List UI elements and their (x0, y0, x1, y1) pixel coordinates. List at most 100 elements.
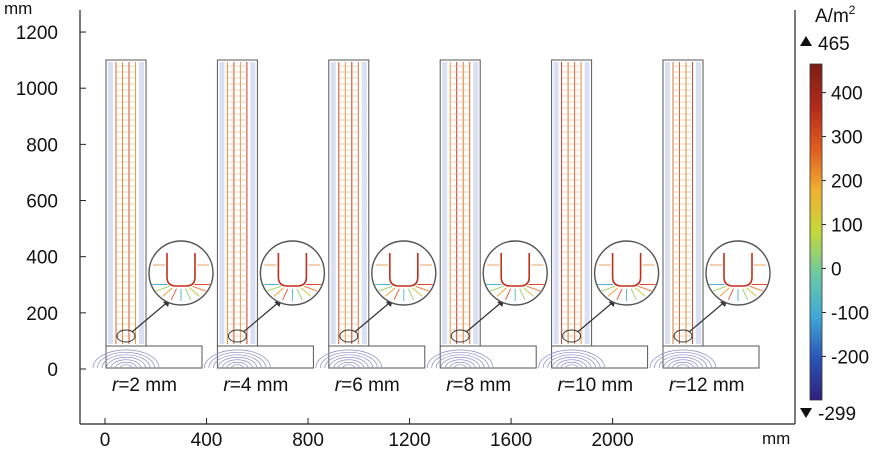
y-axis-unit: mm (4, 0, 32, 18)
geometry-panels: r=2 mm r=4 mm r=6 mm r=8 mm r=10 mm r=12 mm (92, 59, 771, 396)
panel-label: r=2 mm (112, 375, 177, 396)
y-axis: mm 1200 1000 800 600 400 200 0 (4, 0, 86, 381)
colorbar-unit: A/m2 (815, 3, 856, 27)
panel-label: r=4 mm (223, 375, 288, 396)
current-hatching (338, 65, 359, 337)
base-contours (204, 349, 271, 369)
panel-label-value: =10 mm (564, 375, 633, 396)
panel-r-8: r=8 mm (426, 59, 548, 396)
colorbar: A/m2 465 -299 400 300 200 100 0 -100 -200 (800, 3, 869, 425)
panel-label: r=12 mm (669, 375, 745, 396)
panel-r-4: r=4 mm (204, 59, 326, 396)
colorbar-tick-label: 300 (831, 128, 863, 149)
edge-contour-right (696, 62, 701, 344)
base-contours (315, 349, 383, 369)
panel-label-var: r (223, 375, 230, 396)
panel-label-var: r (446, 375, 453, 396)
base-contours (538, 349, 605, 369)
colorbar-tick-label: 100 (831, 216, 863, 237)
colorbar-max-marker (800, 36, 812, 46)
zoom-inset (482, 240, 548, 306)
panel-label-var: r (335, 375, 342, 396)
colorbar-min-label: -299 (818, 404, 856, 425)
edge-contour-left (330, 62, 336, 344)
edge-contour-right (250, 62, 256, 344)
corner-marker (339, 329, 359, 343)
x-tick-label: 2000 (591, 430, 633, 451)
x-tick-label: 0 (100, 430, 111, 451)
zoom-arrow (577, 299, 616, 333)
panel-label-value: =12 mm (675, 375, 744, 396)
colorbar-max-label: 465 (818, 34, 850, 55)
colorbar-tick-label: 400 (831, 84, 863, 105)
corner-marker (673, 329, 693, 343)
zoom-inset (148, 240, 214, 306)
zoom-inset (593, 240, 660, 306)
edge-contour-right (584, 62, 590, 344)
y-tick-label: 400 (26, 248, 58, 269)
current-hatching (673, 65, 693, 337)
x-tick-label: 1600 (490, 430, 532, 451)
panel-r-6: r=6 mm (315, 59, 437, 396)
edge-contour-right (139, 62, 144, 344)
current-hatching (116, 65, 136, 337)
panel-label-var: r (112, 375, 119, 396)
current-hatching (450, 65, 471, 337)
zoom-inset (371, 240, 437, 306)
y-tick-label: 200 (26, 304, 58, 325)
zoom-arrow (354, 299, 394, 333)
x-axis-unit: mm (762, 429, 790, 448)
x-tick-label: 1200 (388, 430, 430, 451)
edge-contour-left (665, 62, 670, 344)
panel-label: r=6 mm (335, 375, 400, 396)
plot-frame (79, 10, 796, 425)
y-tick-label: 800 (26, 135, 58, 156)
edge-contour-left (219, 62, 225, 344)
panel-label-value: =4 mm (230, 375, 289, 396)
zoom-inset (259, 240, 326, 306)
panel-r-10: r=10 mm (538, 59, 660, 396)
panel-label-var: r (669, 375, 676, 396)
base-contours (426, 349, 494, 369)
base-contours (649, 349, 717, 369)
edge-contour-left (442, 62, 448, 344)
corner-marker (562, 329, 582, 343)
zoom-arrow (131, 299, 171, 333)
x-axis: mm 0 400 800 1200 1600 2000 (100, 418, 790, 451)
zoom-arrow (243, 299, 282, 333)
colorbar-tick-label: 200 (831, 172, 863, 193)
zoom-arrow (688, 299, 728, 333)
edge-contour-left (553, 62, 559, 344)
corner-marker (227, 329, 247, 343)
y-tick-label: 1000 (16, 79, 58, 100)
panel-label-value: =6 mm (341, 375, 400, 396)
panel-r-12: r=12 mm (649, 59, 771, 396)
y-tick-label: 600 (26, 192, 58, 213)
edge-contour-left (108, 62, 113, 344)
zoom-inset (705, 240, 771, 306)
panel-r-2: r=2 mm (92, 59, 214, 396)
panel-label: r=8 mm (446, 375, 511, 396)
colorbar-gradient (809, 63, 823, 401)
corner-marker (116, 329, 136, 343)
panel-label: r=10 mm (558, 375, 634, 396)
panel-label-value: =8 mm (453, 375, 512, 396)
colorbar-tick-label: 0 (831, 260, 842, 281)
current-hatching (227, 65, 248, 337)
edge-contour-right (361, 62, 367, 344)
colorbar-min-marker (800, 408, 812, 418)
y-tick-label: 1200 (16, 23, 58, 44)
panel-label-var: r (558, 375, 565, 396)
x-tick-label: 400 (191, 430, 223, 451)
colorbar-tick-label: -100 (831, 303, 869, 324)
y-tick-label: 0 (47, 360, 58, 381)
colorbar-tick-label: -200 (831, 347, 869, 368)
x-tick-label: 800 (292, 430, 324, 451)
current-hatching (561, 65, 582, 337)
panel-label-value: =2 mm (118, 375, 177, 396)
corner-marker (450, 329, 470, 343)
zoom-arrow (465, 299, 505, 333)
edge-contour-right (473, 62, 479, 344)
base-contours (92, 349, 160, 369)
